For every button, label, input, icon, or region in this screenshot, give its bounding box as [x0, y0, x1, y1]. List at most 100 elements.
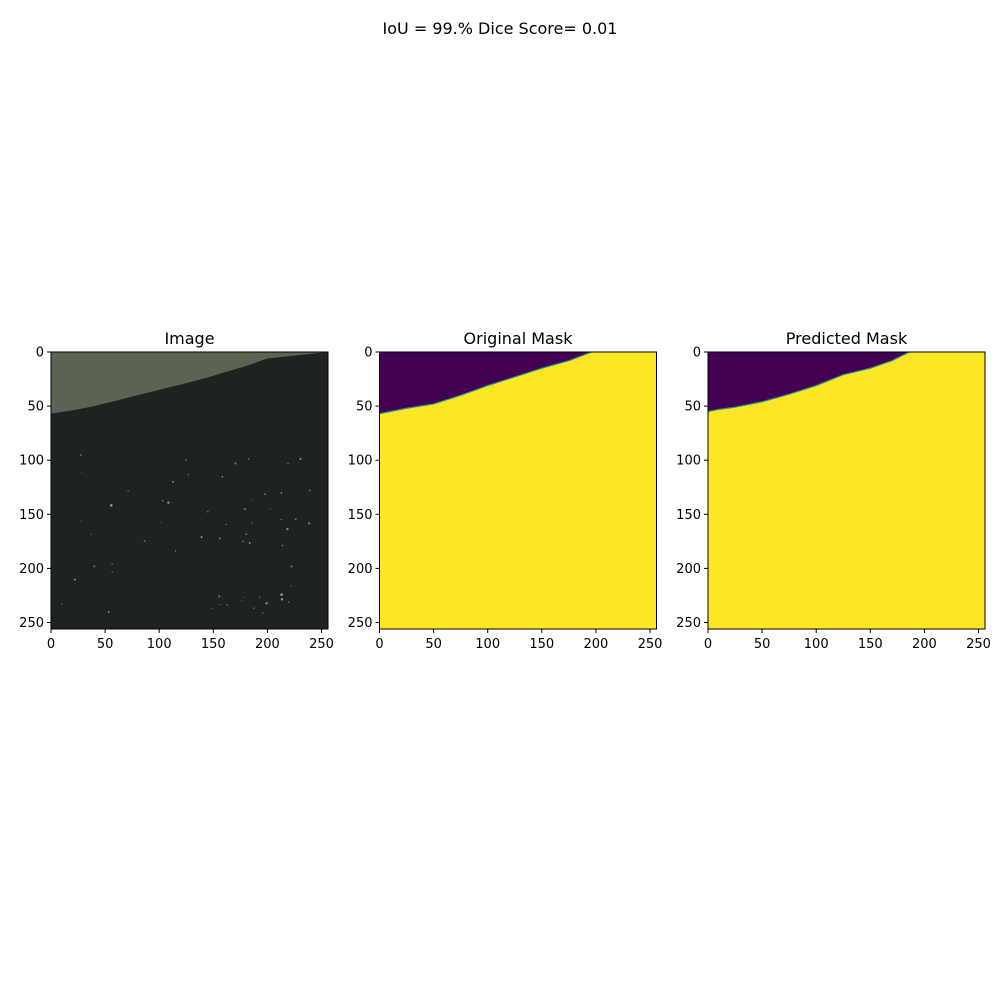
- photo-speckle: [243, 508, 246, 511]
- panel-title-predicted-mask: Predicted Mask: [786, 329, 908, 348]
- photo-speckle: [171, 480, 175, 483]
- photo-speckle: [281, 544, 284, 547]
- mask-boundary: [708, 352, 910, 413]
- y-tick-label: 50: [27, 400, 44, 415]
- y-tick-label: 200: [348, 562, 373, 577]
- photo-speckle: [93, 565, 96, 568]
- x-tick-label: 250: [966, 637, 991, 652]
- photo-speckle: [111, 571, 114, 573]
- x-tick-label: 0: [47, 637, 55, 652]
- plot-area-predicted-mask: [707, 351, 986, 630]
- y-tick-label: 100: [348, 454, 373, 469]
- x-tick-label: 200: [912, 637, 937, 652]
- photo-speckle: [225, 523, 227, 526]
- y-tick-label: 150: [676, 508, 701, 523]
- photo-speckle: [219, 603, 221, 605]
- y-tick-label: 250: [19, 616, 44, 631]
- x-tick-label: 50: [425, 637, 442, 652]
- photo-speckle: [248, 541, 251, 544]
- photo-speckle: [81, 471, 83, 473]
- x-tick-label: 100: [804, 637, 829, 652]
- photo-speckle: [143, 540, 146, 543]
- panel-predicted-mask: Predicted Mask 0 50 100 150 200 2500501001502…: [676, 329, 991, 652]
- x-tick-label: 250: [309, 637, 334, 652]
- photo-speckle: [218, 537, 221, 540]
- photo-speckle: [221, 475, 224, 478]
- axes-frame: [50, 351, 329, 630]
- photo-speckle: [250, 498, 252, 501]
- photo-speckle: [290, 585, 292, 587]
- x-tick-label: 100: [147, 637, 172, 652]
- photo-speckle: [61, 603, 63, 605]
- photo-speckle: [265, 602, 268, 605]
- y-tick-label: 50: [684, 400, 701, 415]
- y-tick-label: 100: [676, 454, 701, 469]
- y-tick-label: 0: [36, 346, 44, 361]
- photo-speckle: [286, 527, 289, 531]
- photo-speckle: [80, 520, 82, 522]
- y-tick-label: 250: [348, 616, 373, 631]
- photo-speckle: [185, 459, 187, 461]
- photo-speckle: [174, 550, 177, 552]
- plot-area-original-mask: [379, 351, 657, 630]
- photo-speckle: [252, 607, 255, 610]
- y-tick-label: 150: [348, 508, 373, 523]
- photo-speckle: [299, 457, 302, 460]
- photo-speckle: [90, 533, 92, 535]
- x-tick-label: 150: [529, 637, 554, 652]
- y-tick-label: 50: [356, 400, 373, 415]
- x-tick-label: 0: [375, 637, 383, 652]
- y-tick-label: 0: [693, 346, 701, 361]
- photo-speckle: [109, 504, 113, 507]
- plot-area-image: [50, 351, 329, 630]
- x-tick-label: 250: [638, 637, 663, 652]
- photo-speckle: [290, 565, 293, 568]
- x-tick-label: 200: [583, 637, 608, 652]
- panel-original-mask: Original Mask 0 50 100 150 200 25005010015020…: [348, 329, 663, 652]
- y-tick-label: 150: [19, 508, 44, 523]
- x-tick-label: 150: [201, 637, 226, 652]
- photo-speckle: [161, 500, 164, 502]
- photo-speckle: [73, 578, 76, 581]
- photo-speckle: [287, 601, 290, 604]
- mask-background-region: [379, 352, 592, 414]
- photo-speckle: [287, 462, 289, 465]
- photo-speckle: [247, 458, 250, 460]
- photo-speckle: [280, 598, 284, 601]
- panel-title-image: Image: [164, 329, 214, 348]
- photo-speckle: [251, 522, 253, 524]
- photo-speckle: [111, 563, 113, 566]
- panel-title-original-mask: Original Mask: [464, 329, 574, 348]
- photo-speckle: [234, 462, 237, 465]
- photo-speckle: [207, 510, 209, 513]
- photo-speckle: [280, 593, 283, 596]
- photo-speckle: [211, 607, 214, 609]
- y-tick-label: 0: [364, 346, 372, 361]
- photo-speckle: [264, 493, 266, 495]
- y-tick-label: 200: [19, 562, 44, 577]
- photo-speckle: [79, 454, 82, 457]
- mask-boundary: [379, 352, 592, 415]
- photo-speckle: [242, 540, 245, 543]
- x-tick-label: 200: [255, 637, 280, 652]
- x-tick-label: 50: [754, 637, 771, 652]
- y-tick-label: 200: [676, 562, 701, 577]
- axes-frame: [379, 351, 657, 630]
- photo-speckle: [269, 508, 271, 510]
- mask-background-region: [708, 352, 910, 412]
- photo-speckle: [294, 518, 297, 521]
- photo-speckle: [200, 535, 203, 539]
- photo-speckle: [127, 490, 129, 492]
- y-tick-label: 250: [676, 616, 701, 631]
- photo-speckle: [107, 611, 110, 613]
- photo-speckle: [308, 489, 311, 492]
- x-tick-label: 50: [97, 637, 114, 652]
- photo-speckle: [245, 533, 248, 536]
- axes-frame: [707, 351, 986, 630]
- x-tick-label: 100: [475, 637, 500, 652]
- photo-speckle: [262, 612, 264, 614]
